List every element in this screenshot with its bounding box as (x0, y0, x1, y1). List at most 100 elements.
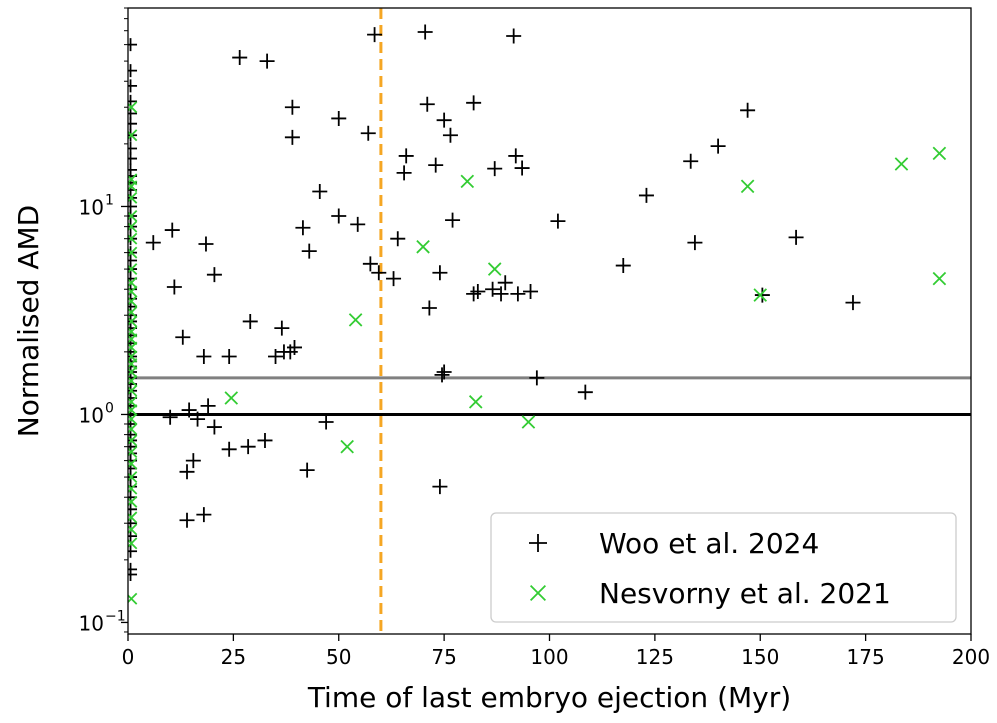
series-2-point-9 (348, 313, 363, 327)
axis-cluster-point-2-32 (128, 210, 138, 222)
x-tick-label: 25 (221, 645, 246, 669)
series-1-point-61 (196, 348, 212, 364)
axis-cluster-point-2-10 (128, 434, 138, 447)
legend: Woo et al. 2024 Nesvorny et al. 2021 (490, 512, 957, 623)
series-1-point-68 (181, 402, 197, 418)
axis-cluster-point-2-23 (128, 315, 138, 328)
series-2-point-7 (416, 239, 430, 254)
axis-cluster-point-2-35 (128, 173, 138, 186)
x-tick-label: 75 (431, 645, 456, 669)
series-1-point-28 (445, 212, 461, 228)
series-1-point-64 (434, 367, 450, 383)
axis-cluster-point-1-6 (128, 502, 138, 516)
series-1-point-49 (510, 286, 526, 302)
series-1-point-23 (312, 184, 328, 200)
series-1-point-19 (396, 165, 412, 181)
legend-entry-1: Woo et al. 2024 (599, 527, 819, 560)
series-1-point-71 (206, 419, 222, 435)
legend-box (490, 512, 957, 623)
axis-cluster-point-1-50 (128, 141, 138, 155)
axis-cluster-point-2-4 (128, 511, 138, 524)
reference-lines (128, 8, 971, 634)
series-1-point-25 (331, 208, 347, 224)
series-1-point-60 (286, 339, 302, 355)
axis-cluster-point-2-26 (128, 285, 138, 298)
series-1-point-41 (432, 265, 448, 281)
series-1-point-74 (257, 432, 273, 448)
series-1-point-30 (390, 231, 406, 247)
series-1-point-22 (514, 160, 530, 176)
series-2-point-8 (487, 262, 502, 276)
series-2-point-11 (468, 395, 483, 409)
series-1-point-17 (398, 148, 414, 164)
axis-cluster-point-2-25 (128, 295, 138, 308)
axis-cluster-point-2-9 (128, 446, 138, 458)
series-1-point-75 (318, 414, 334, 430)
series-1-point-72 (221, 441, 237, 457)
x-tick-label: 100 (530, 645, 568, 669)
series-2-point-3 (894, 157, 909, 171)
series-1-point-46 (470, 284, 486, 300)
series-1-point-53 (421, 300, 437, 316)
y-tick-label-exponent: 0 (105, 400, 114, 416)
series-1-point-65 (529, 370, 545, 386)
series-1-point-24 (638, 187, 654, 203)
y-tick-label: 10 (79, 403, 104, 427)
series-1-point-62 (221, 348, 237, 364)
series-1-point-56 (175, 329, 191, 345)
series-1-point-3 (367, 27, 383, 43)
series-1-point-10 (360, 125, 376, 141)
series-1-point-48 (493, 286, 509, 302)
series-1-point-6 (284, 99, 300, 115)
axis-cluster-point-2-2 (128, 537, 138, 550)
series-1-point-50 (523, 284, 539, 300)
series-1-point-45 (466, 286, 482, 302)
axis-cluster-point-1-57 (128, 38, 138, 52)
series-1-point-43 (615, 258, 631, 274)
axis-cluster-point-2-14 (128, 395, 138, 408)
y-tick-label-exponent: −1 (105, 608, 126, 624)
axis-cluster-point-2-5 (128, 495, 138, 508)
axis-cluster-point-2-37 (128, 101, 138, 114)
series-1-point-35 (687, 235, 703, 251)
axis-cluster-point-2-6 (128, 482, 138, 495)
series-1-point-9 (436, 112, 452, 128)
series-1-point-54 (242, 313, 258, 329)
axis-cluster-point-2-30 (128, 232, 138, 245)
axis-cluster-point-1-56 (128, 64, 138, 78)
y-tick-label: 10 (79, 611, 104, 635)
axis-cluster-point-2-19 (128, 350, 138, 363)
x-tick-label: 50 (326, 645, 351, 669)
series-1-point-40 (386, 271, 402, 287)
axis-cluster-point-2-12 (128, 413, 138, 426)
series-1-point-80 (179, 512, 195, 528)
series-1-point-33 (164, 222, 180, 238)
series-1-point-38 (362, 256, 378, 272)
series-1-point-1 (232, 50, 248, 66)
series-1-point-26 (350, 216, 366, 232)
series-1-point-79 (432, 479, 448, 495)
series-1-point-81 (196, 507, 212, 523)
series-1-point-14 (740, 102, 756, 118)
series-1-point-47 (485, 281, 501, 297)
axis-cluster-point-2-7 (128, 471, 138, 484)
y-tick-label-exponent: 1 (105, 192, 114, 208)
axis-cluster-point-2-16 (128, 374, 138, 387)
axis-cluster-point-1-55 (128, 79, 138, 93)
series-1-point-11 (331, 110, 347, 126)
x-tick-label: 150 (741, 645, 779, 669)
series-1-point-51 (754, 287, 770, 303)
series-1-point-16 (683, 153, 699, 169)
series-1-point-18 (508, 148, 524, 164)
series-1-point-29 (550, 213, 566, 229)
series-2-point-13 (340, 439, 354, 454)
series-1-point-78 (299, 462, 315, 478)
axis-cluster-point-1-4 (128, 529, 138, 543)
legend-marker-2 (529, 584, 547, 602)
x-axis-label: Time of last embryo ejection (Myr) (307, 681, 791, 714)
series-1-point-39 (371, 265, 387, 281)
axis-cluster-point-2-11 (128, 423, 138, 436)
x-tick-label: 200 (952, 645, 990, 669)
series-2-point-4 (932, 146, 947, 161)
series-1-point-44 (166, 279, 182, 295)
